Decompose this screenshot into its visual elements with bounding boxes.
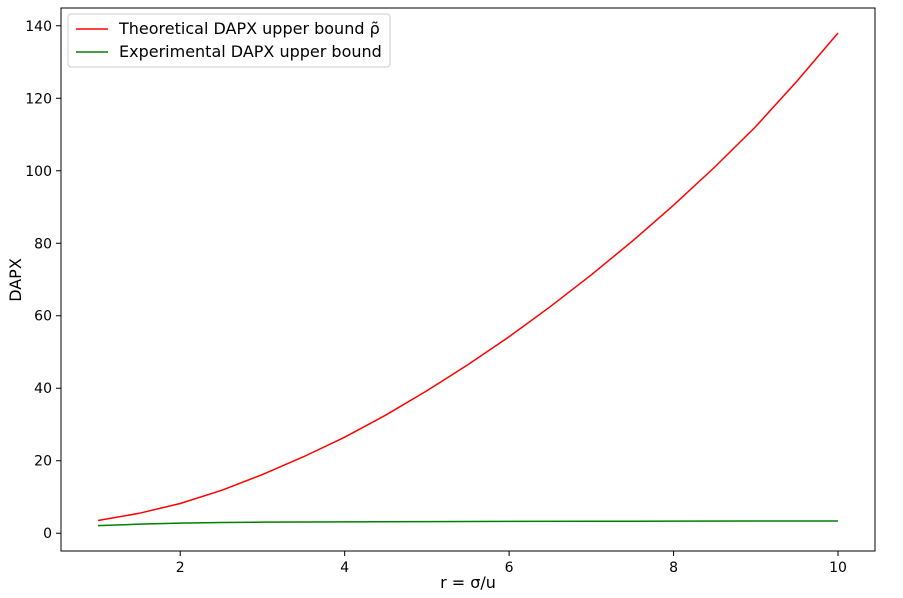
legend: Theoretical DAPX upper bound ρ̃ Experime…	[67, 13, 391, 68]
x-tick-label: 10	[829, 560, 847, 576]
y-tick-label: 80	[34, 236, 52, 252]
y-tick-label: 120	[25, 91, 52, 107]
y-axis-ticks: 0 20 40 60 80 100 120 140	[25, 19, 61, 542]
x-tick-label: 8	[669, 560, 678, 576]
y-tick-label: 140	[25, 19, 52, 35]
x-tick-label: 2	[176, 560, 185, 576]
x-tick-label: 4	[340, 560, 349, 576]
x-axis-label: r = σ/u	[440, 573, 496, 592]
series-line-0	[97, 32, 839, 522]
series-line-1	[97, 520, 839, 527]
legend-box	[67, 13, 391, 68]
y-tick-label: 20	[34, 454, 52, 470]
y-tick-label: 0	[43, 526, 52, 542]
x-axis-ticks: 2 4 6 8 10	[176, 551, 847, 576]
series-layer	[97, 32, 839, 527]
y-tick-label: 40	[34, 381, 52, 397]
plot-frame	[60, 7, 876, 552]
x-tick-label: 6	[505, 560, 514, 576]
y-tick-label: 100	[25, 164, 52, 180]
y-axis-label: DAPX	[6, 258, 25, 302]
legend-label-theoretical: Theoretical DAPX upper bound ρ̃	[118, 19, 380, 38]
y-tick-label: 60	[34, 309, 52, 325]
legend-label-experimental: Experimental DAPX upper bound	[119, 42, 382, 61]
